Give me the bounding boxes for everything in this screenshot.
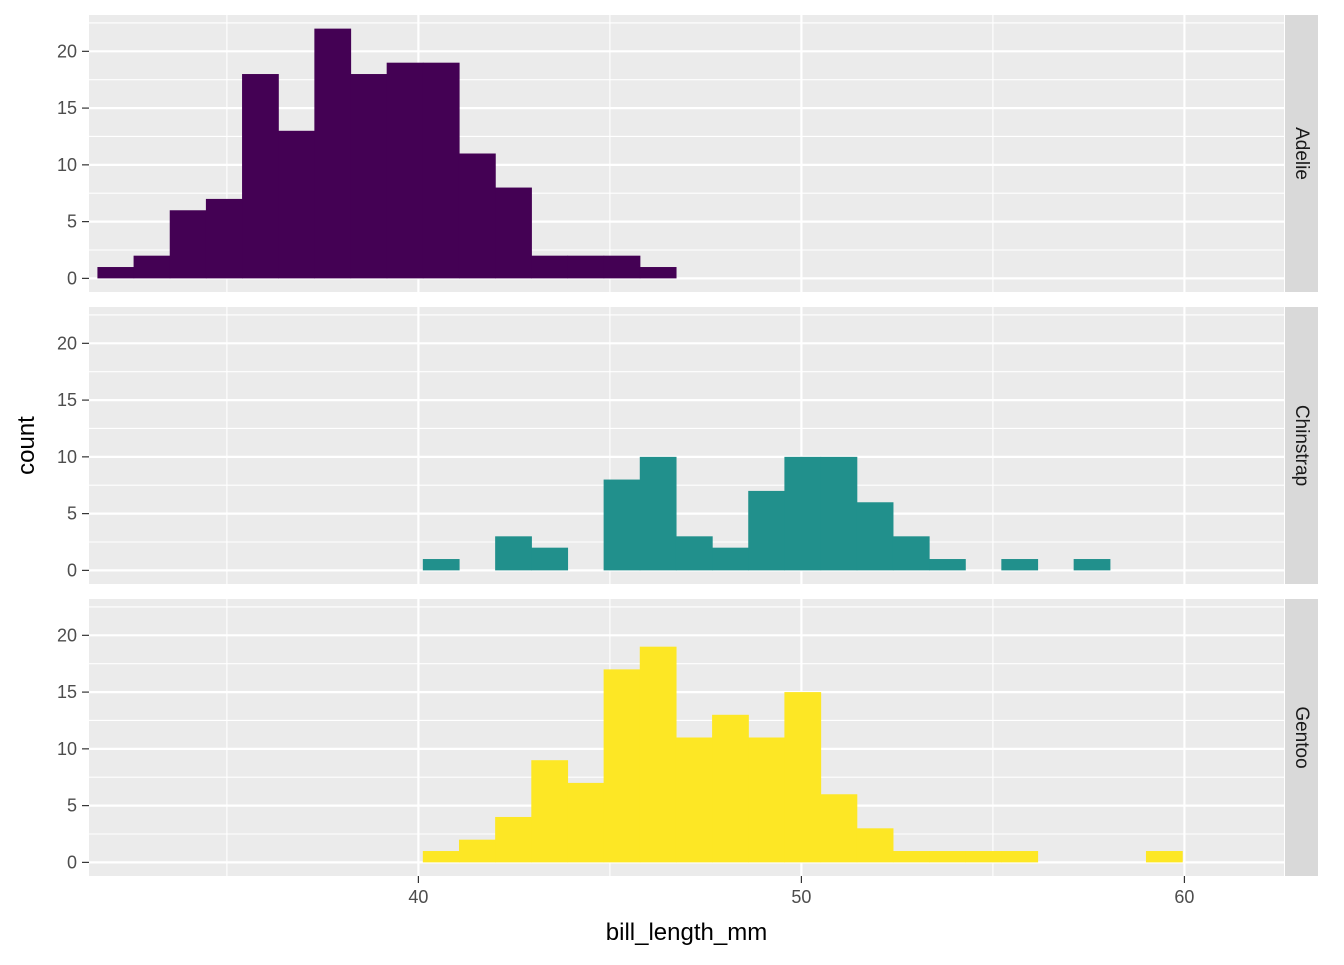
histogram-bar-chinstrap <box>495 536 532 571</box>
histogram-bar-gentoo <box>458 839 496 863</box>
histogram-bar-gentoo <box>820 794 858 863</box>
histogram-bar-adelie <box>639 267 677 279</box>
y-tick-label: 10 <box>57 155 77 175</box>
facet-strip-label: Gentoo <box>1291 706 1312 768</box>
y-tick-label: 10 <box>57 447 77 467</box>
y-tick-label: 5 <box>67 796 77 816</box>
histogram-bar-chinstrap <box>639 456 677 571</box>
histogram-bar-chinstrap <box>531 547 569 571</box>
histogram-bar-adelie <box>495 187 532 279</box>
y-tick-label: 15 <box>57 682 77 702</box>
histogram-bar-gentoo <box>639 646 677 863</box>
histogram-bar-chinstrap <box>1001 559 1039 571</box>
y-tick-label: 0 <box>67 560 77 580</box>
facet-strip-label: Chinstrap <box>1291 405 1312 486</box>
histogram-bar-adelie <box>205 198 243 279</box>
x-tick-label: 60 <box>1174 887 1194 907</box>
y-tick-label: 20 <box>57 625 77 645</box>
histogram-bar-chinstrap <box>603 479 641 571</box>
histogram-bar-gentoo <box>712 714 749 863</box>
y-tick-label: 5 <box>67 212 77 232</box>
histogram-bar-adelie <box>422 62 460 279</box>
y-axis-title: count <box>13 416 40 475</box>
histogram-bar-gentoo <box>1001 851 1039 863</box>
y-tick-label: 15 <box>57 390 77 410</box>
y-tick-label: 15 <box>57 98 77 118</box>
histogram-bar-adelie <box>531 255 569 279</box>
histogram-bar-chinstrap <box>856 502 894 571</box>
y-tick-label: 20 <box>57 333 77 353</box>
facet-strip-adelie <box>1285 15 1318 292</box>
histogram-bar-adelie <box>567 255 605 279</box>
histogram-bar-gentoo <box>495 816 532 863</box>
histogram-bar-adelie <box>386 62 424 279</box>
x-tick-label: 40 <box>408 887 428 907</box>
histogram-bar-adelie <box>133 255 171 279</box>
y-tick-label: 0 <box>67 852 77 872</box>
histogram-bar-gentoo <box>784 692 822 863</box>
histogram-bar-chinstrap <box>675 536 713 571</box>
x-tick-label: 50 <box>791 887 811 907</box>
x-axis-title: bill_length_mm <box>606 919 767 946</box>
histogram-bar-adelie <box>278 130 315 279</box>
histogram-bar-gentoo <box>567 782 605 863</box>
histogram-bar-adelie <box>314 28 352 279</box>
y-tick-label: 0 <box>67 268 77 288</box>
histogram-bar-gentoo <box>531 760 569 863</box>
histogram-bar-chinstrap <box>820 456 858 571</box>
histogram-bar-gentoo <box>892 851 930 863</box>
histogram-bar-chinstrap <box>1073 559 1111 571</box>
histogram-bar-adelie <box>242 74 279 279</box>
y-tick-label: 20 <box>57 41 77 61</box>
histogram-bar-chinstrap <box>748 490 785 571</box>
histogram-bar-gentoo <box>1145 851 1183 863</box>
y-tick-label: 5 <box>67 504 77 524</box>
histogram-bar-chinstrap <box>422 559 460 571</box>
histogram-bar-gentoo <box>675 737 713 863</box>
histogram-bar-chinstrap <box>929 559 966 571</box>
histogram-bar-gentoo <box>929 851 966 863</box>
facet-strip-gentoo <box>1285 599 1318 876</box>
y-tick-label: 10 <box>57 739 77 759</box>
histogram-bar-gentoo <box>422 851 460 863</box>
histogram-bar-adelie <box>350 74 388 279</box>
facet-strip-label: Adelie <box>1291 127 1312 180</box>
histogram-bar-gentoo <box>856 828 894 863</box>
histogram-bar-gentoo <box>748 737 785 863</box>
histogram-bar-chinstrap <box>712 547 749 571</box>
histogram-bar-adelie <box>97 267 135 279</box>
histogram-bar-gentoo <box>965 851 1002 863</box>
facet-strip-chinstrap <box>1285 307 1318 584</box>
histogram-bar-chinstrap <box>892 536 930 571</box>
histogram-bar-adelie <box>603 255 641 279</box>
histogram-bar-adelie <box>458 153 496 279</box>
histogram-bar-gentoo <box>603 669 641 863</box>
histogram-bar-adelie <box>169 210 207 279</box>
histogram-bar-chinstrap <box>784 456 822 571</box>
